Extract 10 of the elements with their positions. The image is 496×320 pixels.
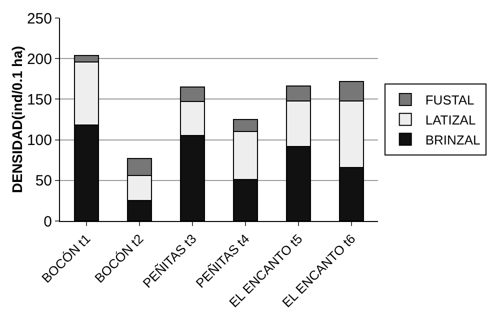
y-tick-label: 150 [26,91,52,108]
legend-label: FUSTAL [425,92,474,108]
y-tick-label: 250 [26,10,52,28]
y-tick-label: 100 [26,132,52,150]
y-axis-title: DENSIDAD(ind/0.1 ha) [8,46,25,194]
y-tick-label: 0 [44,213,52,230]
y-tick-label: 200 [26,50,52,68]
legend-label: BRINZAL [425,132,480,148]
legend-label: LATIZAL [425,112,476,128]
y-tick-label: 50 [35,172,52,190]
